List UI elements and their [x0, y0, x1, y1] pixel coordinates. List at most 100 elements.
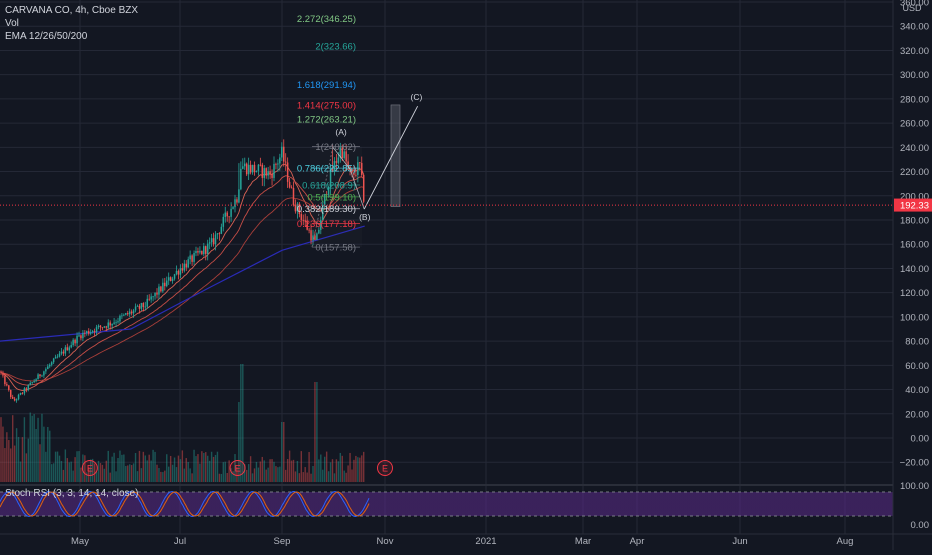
- candle-body[interactable]: [234, 199, 236, 208]
- candle-body[interactable]: [302, 219, 305, 221]
- earnings-marker-circle[interactable]: [229, 460, 246, 476]
- candle-body[interactable]: [101, 327, 104, 329]
- candle-body[interactable]: [351, 169, 353, 173]
- candle-body[interactable]: [142, 303, 145, 307]
- candle-body[interactable]: [220, 226, 223, 234]
- fib-level-label[interactable]: 2.272(346.25): [297, 14, 356, 25]
- candle-body[interactable]: [175, 270, 178, 275]
- candle-body[interactable]: [86, 331, 88, 334]
- candle-body[interactable]: [134, 306, 137, 311]
- candle-body[interactable]: [267, 171, 269, 176]
- candle-body[interactable]: [333, 161, 336, 172]
- candle-body[interactable]: [25, 388, 28, 390]
- candle-body[interactable]: [323, 193, 326, 205]
- candle-body[interactable]: [284, 161, 287, 163]
- volume-legend[interactable]: Vol: [5, 18, 19, 29]
- candles[interactable]: [0, 139, 365, 403]
- candle-body[interactable]: [52, 358, 55, 363]
- candle-body[interactable]: [45, 369, 47, 372]
- candle-body[interactable]: [316, 233, 318, 240]
- candle-body[interactable]: [169, 277, 172, 281]
- candle-body[interactable]: [228, 216, 230, 218]
- candle-body[interactable]: [166, 280, 168, 287]
- candle-body[interactable]: [54, 356, 57, 359]
- fibonacci-retracement[interactable]: 2.272(346.25) 2(323.66) 1.618(291.94) 1.414…: [297, 14, 362, 254]
- candle-body[interactable]: [19, 393, 22, 395]
- earnings-marker-circle[interactable]: [81, 460, 98, 476]
- candle-body[interactable]: [281, 146, 283, 158]
- candle-body[interactable]: [125, 313, 127, 315]
- candle-body[interactable]: [292, 187, 295, 206]
- candle-body[interactable]: [238, 189, 240, 203]
- candle-body[interactable]: [88, 331, 90, 334]
- candle-body[interactable]: [212, 238, 215, 245]
- candle-body[interactable]: [362, 174, 365, 202]
- candle-body[interactable]: [181, 268, 184, 271]
- candle-body[interactable]: [152, 296, 154, 298]
- candle-body[interactable]: [10, 390, 12, 397]
- candle-body[interactable]: [68, 347, 71, 351]
- candle-body[interactable]: [290, 187, 293, 189]
- candle-body[interactable]: [56, 356, 59, 358]
- candle-body[interactable]: [156, 292, 158, 295]
- candle-body[interactable]: [6, 384, 8, 386]
- candle-body[interactable]: [109, 322, 111, 326]
- candle-body[interactable]: [31, 382, 33, 383]
- candle-body[interactable]: [226, 212, 228, 217]
- candle-body[interactable]: [13, 398, 16, 401]
- candle-body[interactable]: [191, 255, 193, 262]
- candle-body[interactable]: [271, 174, 273, 178]
- candle-body[interactable]: [70, 345, 72, 348]
- candle-body[interactable]: [232, 207, 234, 209]
- candle-body[interactable]: [148, 298, 150, 300]
- candle-body[interactable]: [279, 157, 281, 164]
- candle-body[interactable]: [113, 322, 115, 324]
- candle-body[interactable]: [288, 181, 291, 188]
- candle-body[interactable]: [160, 286, 162, 292]
- fib-level-label[interactable]: 1(240.62): [315, 142, 356, 153]
- candle-body[interactable]: [136, 305, 139, 307]
- candle-body[interactable]: [261, 164, 264, 178]
- candle-body[interactable]: [331, 168, 334, 172]
- candle-body[interactable]: [312, 235, 314, 241]
- wave-label[interactable]: (B): [359, 212, 371, 222]
- candle-body[interactable]: [127, 313, 129, 315]
- current-price-tag[interactable]: [894, 198, 932, 212]
- wave-ab-line[interactable]: [332, 147, 365, 210]
- fib-level-label[interactable]: 0.382(189.30): [297, 204, 356, 215]
- candle-body[interactable]: [283, 146, 285, 162]
- candle-body[interactable]: [140, 303, 143, 309]
- candle-body[interactable]: [93, 331, 96, 333]
- fib-level-label[interactable]: 0.5(199.10): [307, 192, 356, 203]
- candle-body[interactable]: [308, 229, 310, 231]
- projection-box[interactable]: [390, 104, 401, 207]
- candle-body[interactable]: [343, 151, 345, 159]
- candle-body[interactable]: [240, 168, 242, 190]
- candle-body[interactable]: [183, 263, 186, 271]
- candle-body[interactable]: [2, 372, 4, 376]
- candle-body[interactable]: [361, 162, 363, 175]
- candle-body[interactable]: [138, 305, 141, 309]
- fib-level-label[interactable]: 0.786(222.85): [297, 164, 356, 175]
- candle-body[interactable]: [286, 162, 289, 182]
- candle-body[interactable]: [253, 164, 256, 173]
- candle-body[interactable]: [121, 315, 123, 317]
- candle-body[interactable]: [29, 382, 32, 386]
- candle-body[interactable]: [265, 168, 267, 176]
- candle-body[interactable]: [35, 379, 37, 382]
- candle-body[interactable]: [216, 233, 219, 235]
- candle-body[interactable]: [21, 393, 24, 394]
- candle-body[interactable]: [275, 163, 277, 165]
- candle-body[interactable]: [214, 234, 217, 245]
- candle-body[interactable]: [130, 311, 133, 314]
- candle-body[interactable]: [43, 371, 45, 376]
- candle-body[interactable]: [245, 163, 248, 175]
- candle-body[interactable]: [89, 332, 92, 334]
- candle-body[interactable]: [206, 243, 209, 254]
- candle-body[interactable]: [11, 396, 14, 399]
- candle-body[interactable]: [251, 164, 254, 173]
- candle-body[interactable]: [273, 163, 275, 178]
- candle-body[interactable]: [173, 274, 176, 279]
